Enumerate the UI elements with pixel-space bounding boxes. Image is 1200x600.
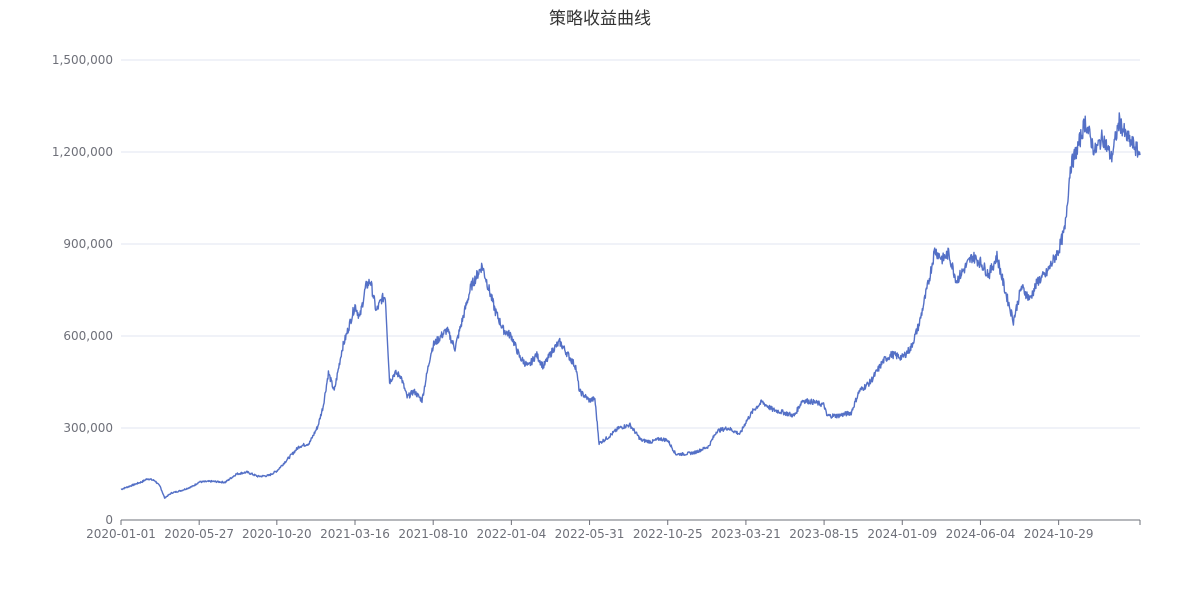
x-tick-label: 2021-08-10: [398, 527, 468, 541]
chart-title: 策略收益曲线: [549, 9, 651, 29]
y-tick-label: 1,200,000: [52, 145, 113, 159]
y-tick-label: 1,500,000: [52, 53, 113, 67]
y-tick-label: 900,000: [63, 237, 113, 251]
series-layer: [120, 112, 1141, 499]
x-tick-label: 2020-01-01: [86, 527, 156, 541]
x-tick-label: 2022-01-04: [476, 527, 546, 541]
x-tick-label: 2022-05-31: [555, 527, 625, 541]
y-tick-label: 0: [105, 513, 113, 527]
x-tick-label: 2024-06-04: [946, 527, 1016, 541]
x-tick-label: 2020-10-20: [242, 527, 312, 541]
x-tick-label: 2024-01-09: [867, 527, 937, 541]
axes: 0 300,000 600,000 900,000 1,200,000 1,500,000…: [52, 53, 1141, 541]
x-tick-label: 2024-10-29: [1024, 527, 1094, 541]
gridlines: [121, 59, 1140, 429]
series-line: [120, 112, 1141, 499]
x-tick-label: 2020-05-27: [164, 527, 234, 541]
y-tick-label: 300,000: [63, 421, 113, 435]
y-tick-label: 600,000: [63, 329, 113, 343]
x-tick-label: 2022-10-25: [633, 527, 703, 541]
x-tick-label: 2021-03-16: [320, 527, 390, 541]
x-tick-label: 2023-03-21: [711, 527, 781, 541]
x-tick-label: 2023-08-15: [789, 527, 859, 541]
